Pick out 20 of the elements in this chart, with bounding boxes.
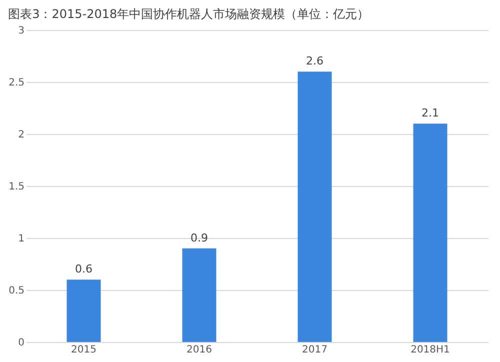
bar: [298, 72, 332, 342]
data-label: 0.6: [75, 262, 92, 276]
x-tick-label: 2017: [302, 344, 328, 356]
y-tick-label: 2: [18, 130, 24, 140]
y-tick-label: 2.5: [8, 78, 24, 88]
bar: [182, 248, 216, 342]
data-label: 0.9: [190, 231, 208, 244]
data-label: 2.1: [422, 106, 439, 120]
data-label: 2.6: [306, 54, 324, 68]
y-tick-label: 0: [18, 338, 24, 348]
x-tick-label: 2016: [186, 344, 212, 356]
chart-title: 图表3：2015-2018年中国协作机器人市场融资规模（单位：亿元）: [8, 7, 370, 21]
x-tick-label: 2018H1: [410, 344, 450, 356]
y-tick-label: 1.5: [8, 182, 24, 192]
bar: [413, 124, 448, 342]
y-tick-label: 3: [18, 26, 24, 36]
x-tick-label: 2015: [71, 344, 96, 356]
y-tick-label: 0.5: [8, 286, 24, 296]
bar: [66, 280, 101, 342]
y-tick-label: 1: [18, 234, 24, 244]
